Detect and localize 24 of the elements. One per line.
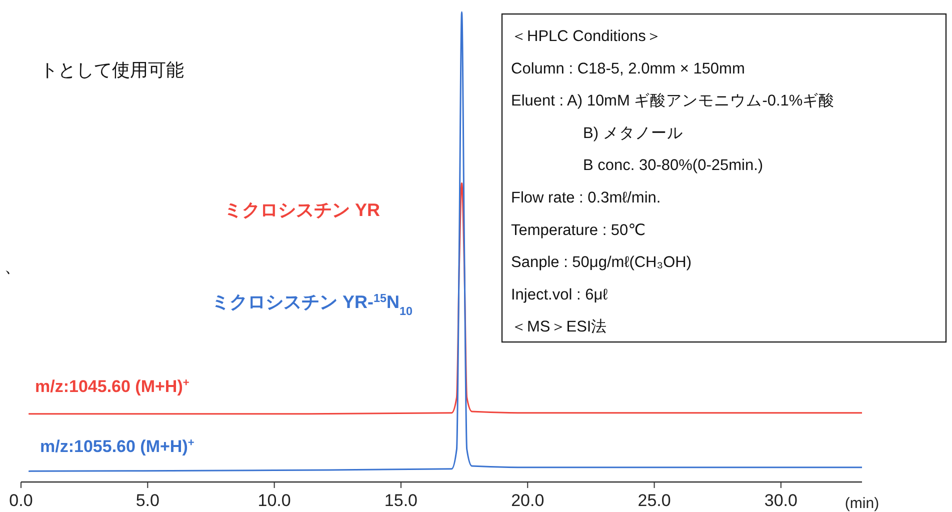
annotation: Sanple : 50μg/mℓ(CH₃OH): [511, 254, 692, 272]
x-axis-title: (min): [844, 495, 880, 512]
x-tick-label: 30.0: [764, 491, 798, 510]
annotation: ミクロシスチン YR-$^{15}$N$_{10}$: [211, 292, 413, 318]
series-label: m/z:1045.60 (M+H)$^{+}$: [35, 377, 190, 396]
annotation: Eluent : A) 10mM ギ酸アンモニウム-0.1%ギ酸: [511, 92, 835, 110]
annotation: Inject.vol : 6μℓ: [511, 286, 608, 304]
x-tick-label: 0.0: [9, 491, 33, 510]
annotation: ＜MS＞ESI法: [511, 318, 608, 336]
annotation: B conc. 30-80%(0-25min.): [583, 157, 764, 174]
x-tick-label: 20.0: [511, 491, 544, 510]
x-tick-label: 15.0: [384, 491, 418, 510]
annotation: トとして使用可能: [40, 60, 184, 80]
annotation: ミクロシスチン YR: [224, 200, 380, 220]
x-tick-label: 25.0: [638, 491, 671, 510]
annotation: Flow rate : 0.3mℓ/min.: [511, 190, 661, 206]
x-tick-label: 10.0: [258, 491, 291, 510]
x-tick-label: 5.0: [136, 491, 160, 510]
annotation: ＜HPLC Conditions＞: [511, 28, 662, 45]
annotation: B) メタノール: [583, 124, 683, 142]
annotation: Temperature : 50℃: [511, 222, 646, 239]
annotation: Column : C18-5, 2.0mm × 150mm: [511, 60, 745, 78]
annotation: 、: [4, 256, 22, 276]
series-label: m/z:1055.60 (M+H)$^{+}$: [40, 437, 194, 456]
